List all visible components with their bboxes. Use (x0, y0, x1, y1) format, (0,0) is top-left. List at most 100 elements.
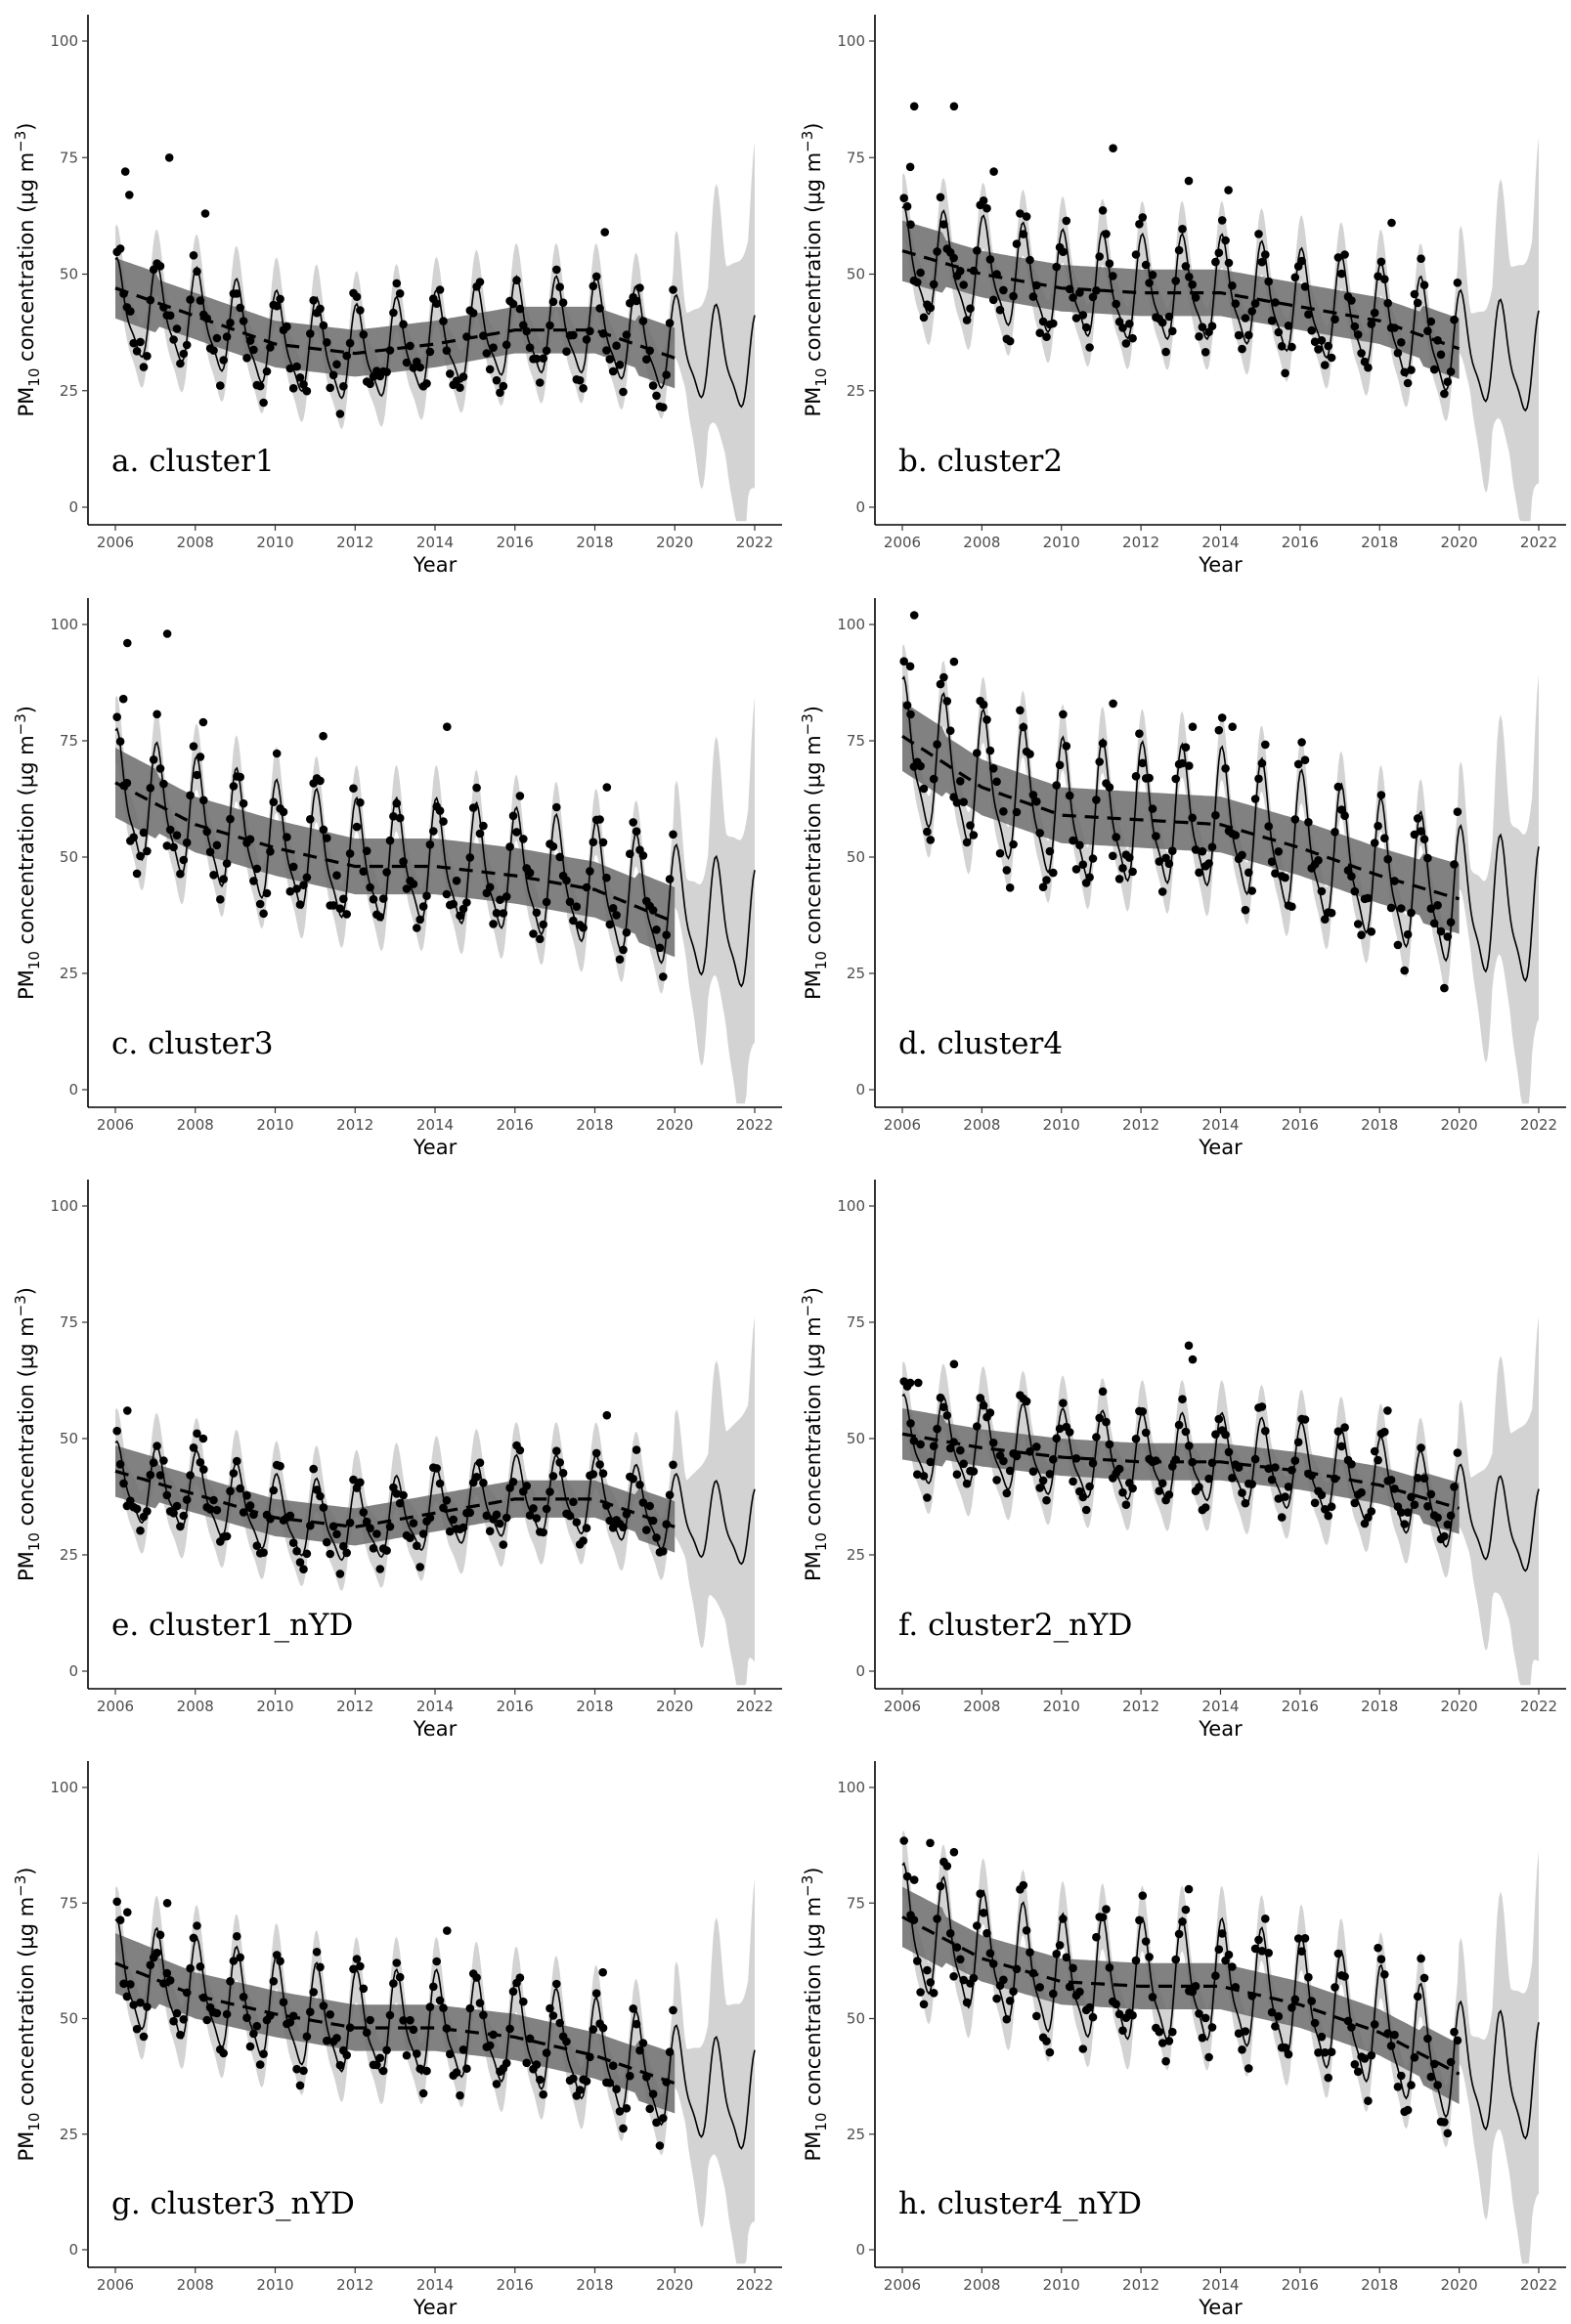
observation-point (172, 831, 182, 839)
observation-point (1317, 336, 1327, 345)
observation-point (126, 1980, 135, 1989)
observation-point (1374, 1943, 1382, 1953)
observation-point (362, 1517, 371, 1527)
observation-point (179, 855, 189, 865)
x-tick-label: 2022 (1520, 1698, 1557, 1715)
observation-point (1357, 930, 1366, 939)
observation-point (266, 1514, 275, 1524)
observation-point (1410, 1500, 1419, 1509)
observation-point (1228, 1474, 1237, 1483)
observation-point (413, 2049, 421, 2058)
observation-point (255, 381, 265, 391)
observation-point (319, 321, 328, 330)
observation-point (266, 847, 275, 856)
observation-point (916, 268, 925, 278)
observation-point (1075, 1987, 1084, 1997)
observation-point (126, 1496, 135, 1505)
observation-point (1397, 338, 1406, 347)
observation-point (662, 370, 671, 379)
observation-point (276, 294, 284, 304)
observation-point (1009, 1987, 1018, 1996)
observation-point (1241, 2027, 1250, 2036)
observation-point (1059, 247, 1068, 256)
observation-point (916, 1988, 925, 1997)
observation-point (496, 1519, 504, 1528)
observation-point (1264, 1464, 1273, 1473)
observation-point (239, 1993, 248, 2001)
observation-point (1453, 279, 1462, 287)
observation-point (926, 1978, 936, 1987)
observation-point (519, 835, 528, 843)
observation-point (635, 2045, 644, 2055)
observation-point (312, 1948, 322, 1957)
y-tick-label: 0 (68, 1662, 78, 1680)
observation-point (1281, 1492, 1289, 1501)
x-axis-title: Year (413, 1717, 458, 1741)
observation-point (112, 712, 121, 721)
observation-point (539, 920, 547, 929)
observation-point (949, 1972, 958, 1981)
observation-point (929, 1989, 938, 1998)
observation-point (269, 797, 279, 806)
observation-point (279, 1998, 288, 2006)
observation-point (1386, 1476, 1396, 1485)
observation-point (1065, 1982, 1074, 1992)
observation-point (462, 898, 471, 907)
observation-point (359, 867, 369, 876)
observation-point (435, 1996, 445, 2005)
observation-point (608, 2061, 618, 2070)
observation-point-peak (123, 638, 132, 648)
observation-point (1032, 280, 1041, 290)
observation-point (323, 834, 331, 842)
observation-point (345, 338, 355, 348)
panel-label: f. cluster2_nYD (898, 1608, 1132, 1643)
observation-point (382, 2045, 391, 2055)
observation-point (1250, 299, 1260, 308)
observation-point (276, 1461, 284, 1471)
y-tick-label: 75 (847, 732, 865, 750)
observation-point-peak (123, 1406, 132, 1415)
observation-point (1360, 2054, 1370, 2063)
observation-point (622, 927, 632, 937)
observation-point (172, 1501, 182, 1511)
observation-point (1426, 2072, 1436, 2082)
y-tick-label: 75 (60, 1894, 78, 1912)
x-tick-label: 2006 (884, 1116, 921, 1134)
observation-point (1271, 2022, 1280, 2031)
x-tick-label: 2018 (576, 1116, 613, 1134)
observation-point (1327, 908, 1336, 918)
observation-point (1065, 284, 1074, 294)
observation-point (988, 1439, 998, 1447)
observation-point (209, 346, 218, 355)
observation-point (1374, 272, 1382, 281)
observation-point (1002, 866, 1012, 875)
observation-point (1138, 1891, 1148, 1900)
observation-point (1181, 262, 1191, 271)
observation-point (323, 2036, 331, 2045)
panel-label: e. cluster1_nYD (111, 1608, 353, 1643)
observation-point (1022, 1397, 1031, 1406)
observation-point (648, 1516, 658, 1526)
observation-point (1264, 1949, 1273, 1958)
observation-point (425, 2002, 435, 2011)
observation-point (299, 2066, 308, 2076)
observation-point (1287, 1466, 1296, 1475)
x-tick-label: 2016 (1282, 534, 1319, 551)
observation-point (562, 2037, 571, 2046)
observation-point (369, 1544, 378, 1553)
observation-point (575, 2086, 585, 2094)
observation-point (1287, 2003, 1296, 2012)
y-tick-label: 25 (60, 1546, 78, 1564)
observation-point (1207, 1458, 1217, 1468)
observation-point (316, 304, 325, 314)
observation-point (1254, 230, 1263, 238)
observation-point (1016, 706, 1025, 715)
observation-point (323, 338, 331, 347)
observation-point (1145, 1953, 1154, 1961)
observation-point (913, 278, 922, 287)
observation-point (969, 1467, 979, 1476)
observation-point (1157, 2039, 1167, 2047)
observation-point (1178, 1395, 1187, 1403)
observation-point (1370, 1446, 1379, 1456)
observation-point (456, 2090, 464, 2100)
